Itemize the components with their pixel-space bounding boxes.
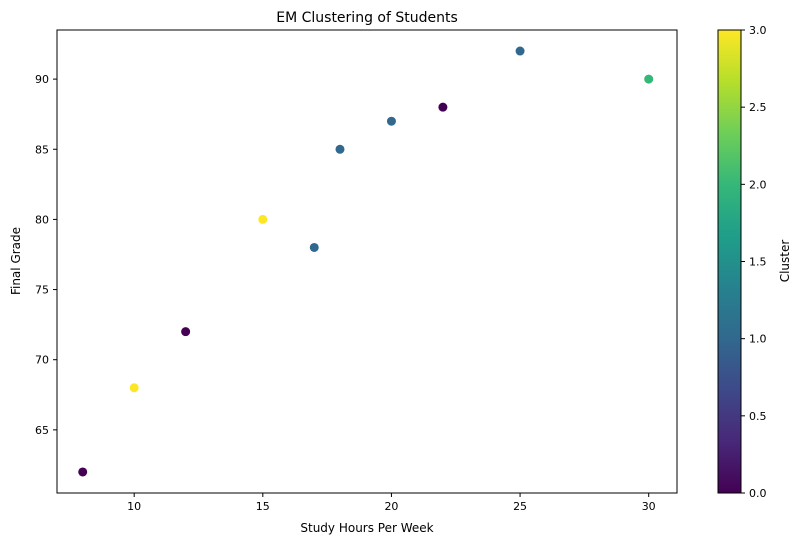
x-axis-label: Study Hours Per Week — [300, 521, 433, 535]
scatter-point-2 — [129, 383, 139, 393]
colorbar-label: Cluster — [778, 240, 792, 283]
scatter-point-6 — [335, 144, 345, 154]
y-tick-label: 65 — [35, 424, 49, 437]
scatter-point-8 — [438, 102, 448, 112]
colorbar-tick-label: 2.0 — [749, 178, 767, 191]
scatter-point-3 — [181, 327, 191, 337]
y-tick-label: 90 — [35, 73, 49, 86]
y-tick-label: 75 — [35, 284, 49, 297]
plot-area — [78, 46, 654, 477]
colorbar-tick-label: 2.5 — [749, 101, 767, 114]
y-axis-label: Final Grade — [9, 227, 23, 295]
scatter-point-5 — [309, 242, 319, 252]
chart-title: EM Clustering of Students — [276, 10, 458, 26]
colorbar-tick-label: 1.5 — [749, 256, 767, 269]
y-tick-label: 80 — [35, 213, 49, 226]
colorbar-gradient — [717, 29, 742, 494]
plot-frame — [56, 29, 678, 494]
colorbar-tick-label: 0.5 — [749, 410, 767, 423]
scatter-point-1 — [78, 467, 88, 477]
x-tick-label: 20 — [384, 500, 398, 513]
colorbar-tick-label: 3.0 — [749, 24, 767, 37]
x-axis-ticks: 10 15 20 25 30 — [127, 493, 656, 513]
y-tick-label: 85 — [35, 143, 49, 156]
x-tick-label: 15 — [256, 500, 270, 513]
x-tick-label: 25 — [513, 500, 527, 513]
scatter-point-9 — [515, 46, 525, 56]
colorbar-tick-label: 1.0 — [749, 333, 767, 346]
x-tick-label: 30 — [642, 500, 656, 513]
colorbar-tick-label: 0.0 — [749, 487, 767, 500]
y-axis-ticks: 65 70 75 80 85 90 — [35, 73, 57, 437]
scatter-point-7 — [386, 116, 396, 126]
colorbar-ticks: 0.0 0.5 1.0 1.5 2.0 2.5 3.0 — [741, 24, 767, 500]
scatter-point-4 — [258, 214, 268, 224]
y-tick-label: 70 — [35, 354, 49, 367]
x-tick-label: 10 — [127, 500, 141, 513]
scatter-point-10 — [644, 74, 654, 84]
colorbar: 0.0 0.5 1.0 1.5 2.0 2.5 3.0 Cluster — [717, 24, 792, 500]
